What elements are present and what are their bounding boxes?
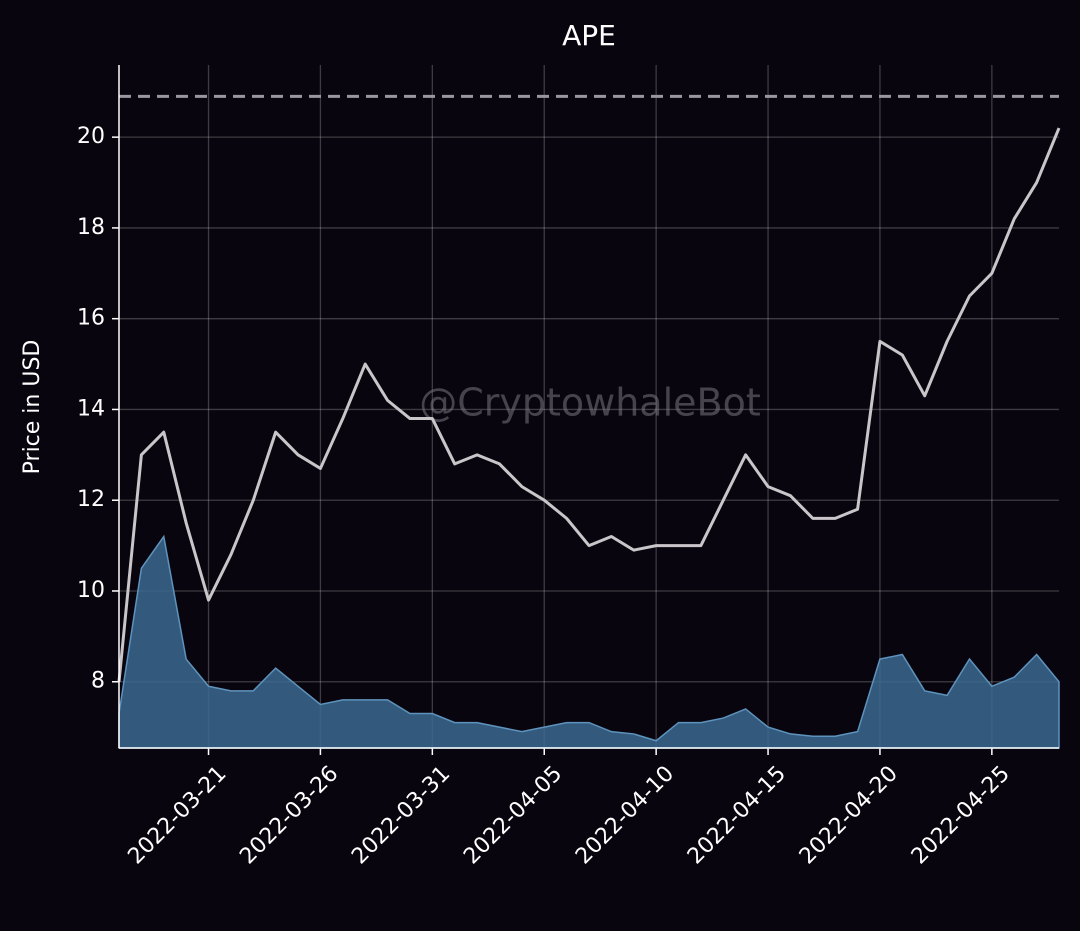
x-tick-label: 2022-04-20 [795,761,903,869]
y-tick-label: 8 [91,669,105,694]
price-line [117,127,1061,682]
x-tick-label: 2022-03-31 [347,761,455,869]
x-tick-label: 2022-04-15 [683,761,791,869]
watermark: @CryptowhaleBot [419,381,761,425]
x-tick-label: 2022-03-21 [123,761,231,869]
chart-title: APE [562,19,616,52]
x-tick-label: 2022-04-10 [571,761,679,869]
y-tick-label: 12 [77,487,105,512]
x-tick-label: 2022-04-05 [459,761,567,869]
x-tick-label: 2022-04-25 [907,761,1015,869]
x-tick-label: 2022-03-26 [235,761,343,869]
y-tick-label: 16 [77,306,105,331]
y-tick-label: 14 [77,396,105,421]
y-tick-label: 10 [77,578,105,603]
y-tick-label: 20 [77,124,105,149]
y-axis-label: Price in USD [20,340,45,475]
y-tick-label: 18 [77,215,105,240]
volume-area [118,534,1060,749]
